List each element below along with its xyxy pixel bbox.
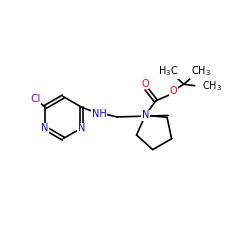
Text: H$_3$C: H$_3$C — [158, 64, 178, 78]
Text: N: N — [41, 123, 49, 133]
Text: NH: NH — [92, 109, 106, 119]
Text: N: N — [142, 110, 149, 120]
Text: N: N — [78, 123, 85, 133]
Text: O: O — [141, 79, 149, 89]
Text: O: O — [170, 86, 177, 96]
Text: CH$_3$: CH$_3$ — [190, 64, 210, 78]
Text: CH$_3$: CH$_3$ — [202, 79, 222, 93]
Text: Cl: Cl — [30, 94, 41, 104]
